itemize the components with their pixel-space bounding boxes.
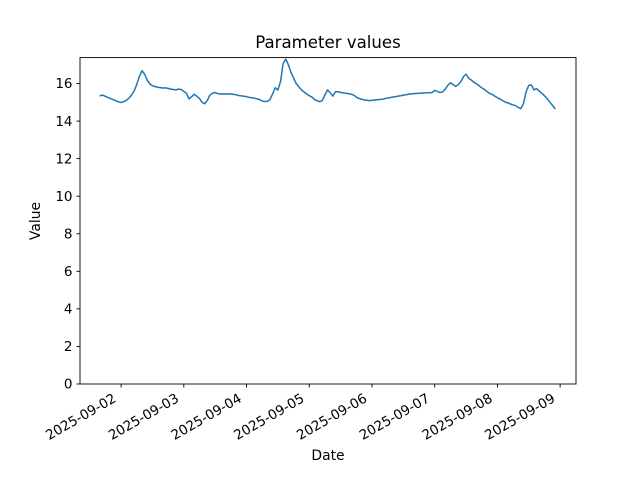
x-tick-label: 2025-09-07	[357, 391, 433, 444]
y-tick-label: 12	[55, 151, 72, 167]
axes-frame	[79, 57, 577, 385]
x-tick-label: 2025-09-09	[482, 391, 558, 444]
y-tick-label: 4	[64, 302, 73, 318]
x-tick-label: 2025-09-06	[294, 391, 370, 444]
x-tick-label: 2025-09-08	[419, 391, 495, 444]
y-tick-label: 8	[64, 226, 73, 242]
x-axis-label: Date	[311, 448, 345, 464]
x-tick-label: 2025-09-03	[106, 391, 182, 444]
x-tick-label: 2025-09-04	[169, 391, 245, 444]
y-tick-label: 16	[55, 76, 72, 92]
y-tick-label: 6	[64, 264, 73, 280]
y-tick-label: 2	[64, 339, 73, 355]
y-axis-label: Value	[28, 201, 44, 241]
x-tick-label: 2025-09-05	[231, 391, 307, 444]
chart-title: Parameter values	[255, 33, 401, 52]
y-tick-label: 10	[55, 189, 72, 205]
y-tick-label: 14	[55, 114, 72, 130]
y-tick-label: 0	[64, 377, 73, 393]
data-line	[99, 58, 556, 110]
x-tick-label: 2025-09-02	[43, 391, 119, 444]
